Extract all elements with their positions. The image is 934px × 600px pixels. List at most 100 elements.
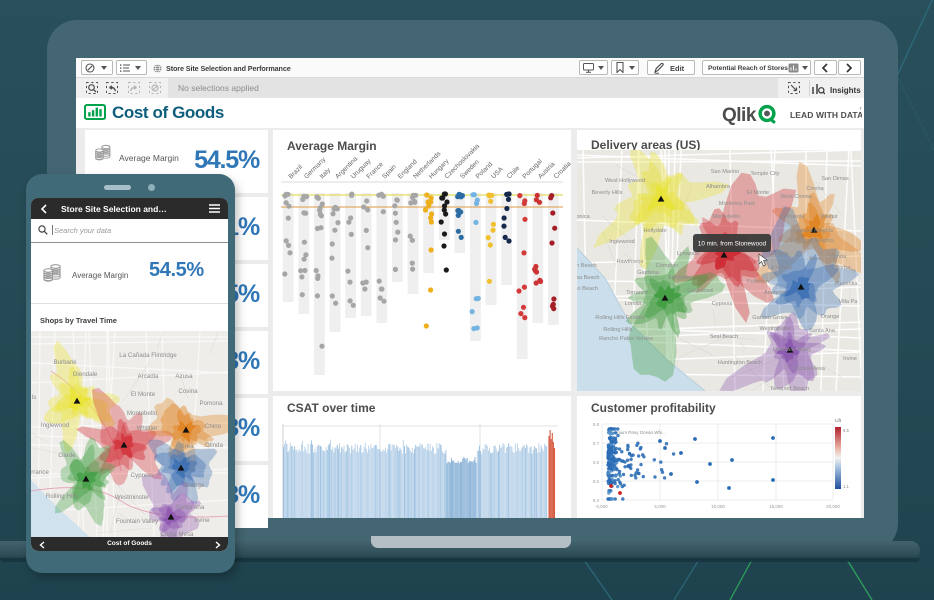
svg-text:Brazil: Brazil bbox=[287, 163, 304, 180]
svg-text:Irvine: Irvine bbox=[194, 517, 210, 524]
svg-text:Glendale: Glendale bbox=[73, 371, 98, 378]
svg-text:Covina: Covina bbox=[806, 186, 824, 192]
svg-text:San Dimas: San Dimas bbox=[821, 176, 849, 182]
svg-text:LEAD WITH DATA: LEAD WITH DATA bbox=[790, 110, 862, 120]
svg-text:Villa Pa: Villa Pa bbox=[839, 299, 859, 305]
svg-text:Orange: Orange bbox=[184, 482, 205, 489]
svg-text:1.1: 1.1 bbox=[843, 484, 849, 489]
svg-text:Olinda: Olinda bbox=[830, 254, 847, 260]
svg-text:Average Margin: Average Margin bbox=[287, 139, 377, 153]
svg-text:Torrance: Torrance bbox=[626, 290, 648, 296]
svg-text:Rancho Palos Verdes: Rancho Palos Verdes bbox=[599, 336, 653, 342]
svg-text:Gardena: Gardena bbox=[637, 270, 660, 276]
svg-text:La Habra: La Habra bbox=[765, 251, 789, 257]
svg-text:Covina: Covina bbox=[178, 388, 198, 395]
svg-text:West Hollywood: West Hollywood bbox=[605, 178, 645, 184]
svg-text:onica: onica bbox=[577, 214, 591, 220]
svg-text:Montebello: Montebello bbox=[127, 410, 158, 417]
svg-text:Rowland Heights: Rowland Heights bbox=[791, 228, 833, 234]
svg-text:Compton: Compton bbox=[656, 263, 679, 269]
svg-text:Burbank: Burbank bbox=[53, 359, 77, 366]
svg-text:ondo Beach: ondo Beach bbox=[577, 286, 598, 292]
svg-text:Hawthorne: Hawthorne bbox=[616, 259, 643, 265]
svg-text:Orange: Orange bbox=[821, 314, 840, 320]
svg-text:Rolling Hills Estates: Rolling Hills Estates bbox=[595, 315, 645, 321]
svg-text:Croatia: Croatia bbox=[553, 160, 571, 180]
svg-text:0.7: 0.7 bbox=[593, 441, 600, 446]
svg-text:El Monte: El Monte bbox=[131, 391, 156, 398]
svg-text:Yorba: Yorba bbox=[836, 265, 851, 271]
svg-text:Costa Mesa: Costa Mesa bbox=[160, 531, 194, 537]
svg-text:Beverly Hills: Beverly Hills bbox=[592, 190, 623, 196]
svg-text:Qlik: Qlik bbox=[722, 105, 757, 126]
svg-text:Walnut: Walnut bbox=[820, 214, 838, 220]
svg-text:Azusa: Azusa bbox=[175, 373, 193, 380]
svg-text:West Covina: West Covina bbox=[780, 194, 812, 200]
svg-text:0.8: 0.8 bbox=[593, 422, 600, 427]
svg-text:Rolling Hills: Rolling Hills bbox=[46, 493, 78, 500]
svg-text:Is: Is bbox=[32, 394, 37, 401]
svg-text:10 min. from Stonewood: 10 min. from Stonewood bbox=[698, 241, 767, 248]
svg-text:rrance: rrance bbox=[31, 469, 49, 476]
svg-text:Newport Beach: Newport Beach bbox=[771, 386, 809, 391]
svg-text:Lakewood: Lakewood bbox=[687, 288, 713, 294]
svg-text:La Cañada Flintridge: La Cañada Flintridge bbox=[119, 352, 177, 359]
svg-text:Inglewood: Inglewood bbox=[41, 422, 70, 429]
svg-text:Lomita: Lomita bbox=[625, 301, 643, 307]
svg-text:Garden Grove: Garden Grove bbox=[752, 315, 787, 321]
svg-text:Italy: Italy bbox=[319, 166, 333, 180]
svg-text:Cypress: Cypress bbox=[131, 472, 154, 479]
svg-text:TM: TM bbox=[860, 106, 863, 111]
svg-text:Montebello: Montebello bbox=[712, 214, 739, 220]
svg-text:Costa Mesa: Costa Mesa bbox=[795, 366, 826, 372]
svg-text:El Monte: El Monte bbox=[747, 190, 769, 196]
svg-text:Westminster: Westminster bbox=[115, 494, 149, 501]
svg-text:Inglewood: Inglewood bbox=[609, 239, 635, 245]
svg-text:Fountain Valley: Fountain Valley bbox=[116, 518, 159, 525]
svg-text:0,000: 0,000 bbox=[596, 504, 608, 509]
svg-text:Monterey Park: Monterey Park bbox=[719, 201, 756, 207]
svg-text:Whittier: Whittier bbox=[137, 425, 158, 432]
svg-text:Fullerton: Fullerton bbox=[747, 279, 769, 285]
svg-text:Olinda: Olinda bbox=[205, 442, 223, 449]
svg-text:0.4: 0.4 bbox=[593, 498, 600, 503]
svg-text:Rolling Hills: Rolling Hills bbox=[603, 327, 632, 333]
svg-text:San Marino: San Marino bbox=[711, 169, 740, 175]
svg-text:Alhambra: Alhambra bbox=[706, 184, 731, 190]
svg-text:Bellflower: Bellflower bbox=[668, 275, 692, 281]
svg-text:La Puente: La Puente bbox=[779, 214, 805, 220]
svg-text:Chino: Chino bbox=[205, 423, 222, 430]
svg-text:Customer profitability: Customer profitability bbox=[591, 401, 716, 415]
svg-text:La Mirada: La Mirada bbox=[768, 265, 794, 271]
svg-text:Garde: Garde bbox=[58, 452, 76, 459]
svg-text:Westminster: Westminster bbox=[760, 326, 791, 332]
svg-text:Pomona: Pomona bbox=[199, 400, 223, 407]
svg-text:CSAT over time: CSAT over time bbox=[287, 401, 376, 415]
svg-text:Seal Beach: Seal Beach bbox=[710, 334, 739, 340]
svg-text:Anaheim: Anaheim bbox=[764, 290, 786, 296]
svg-text:20,000: 20,000 bbox=[826, 504, 840, 509]
svg-text:Placentia: Placentia bbox=[834, 281, 858, 287]
svg-text:Santa Ana: Santa Ana bbox=[809, 328, 836, 334]
svg-text:Temple City: Temple City bbox=[750, 171, 779, 177]
svg-text:La Habra Heights: La Habra Heights bbox=[790, 238, 834, 244]
svg-text:0.5: 0.5 bbox=[593, 479, 600, 484]
svg-text:Chile: Chile bbox=[506, 165, 522, 181]
svg-text:Brea: Brea bbox=[809, 256, 822, 262]
svg-text:Arcadia: Arcadia bbox=[138, 373, 160, 380]
svg-text:Brea: Brea bbox=[180, 443, 194, 450]
svg-text:Lynwood: Lynwood bbox=[677, 251, 699, 257]
svg-text:15,000: 15,000 bbox=[769, 504, 783, 509]
svg-text:Santa Ana: Santa Ana bbox=[176, 504, 205, 511]
svg-text:Fountain Valley: Fountain Valley bbox=[773, 347, 811, 353]
svg-text:Huntington Beach: Huntington Beach bbox=[718, 360, 762, 366]
svg-text:6.5: 6.5 bbox=[843, 428, 849, 433]
svg-text:mosa Beach: mosa Beach bbox=[577, 275, 600, 281]
svg-text:5,000: 5,000 bbox=[654, 504, 666, 509]
svg-text:tan Beach: tan Beach bbox=[577, 263, 597, 269]
svg-text:10,000: 10,000 bbox=[711, 504, 725, 509]
svg-text:0.6: 0.6 bbox=[593, 460, 600, 465]
svg-text:USA: USA bbox=[490, 165, 505, 180]
svg-text:Premium Pany Ocean Whi...: Premium Pany Ocean Whi... bbox=[609, 430, 666, 435]
svg-text:Hollydale: Hollydale bbox=[643, 228, 666, 234]
